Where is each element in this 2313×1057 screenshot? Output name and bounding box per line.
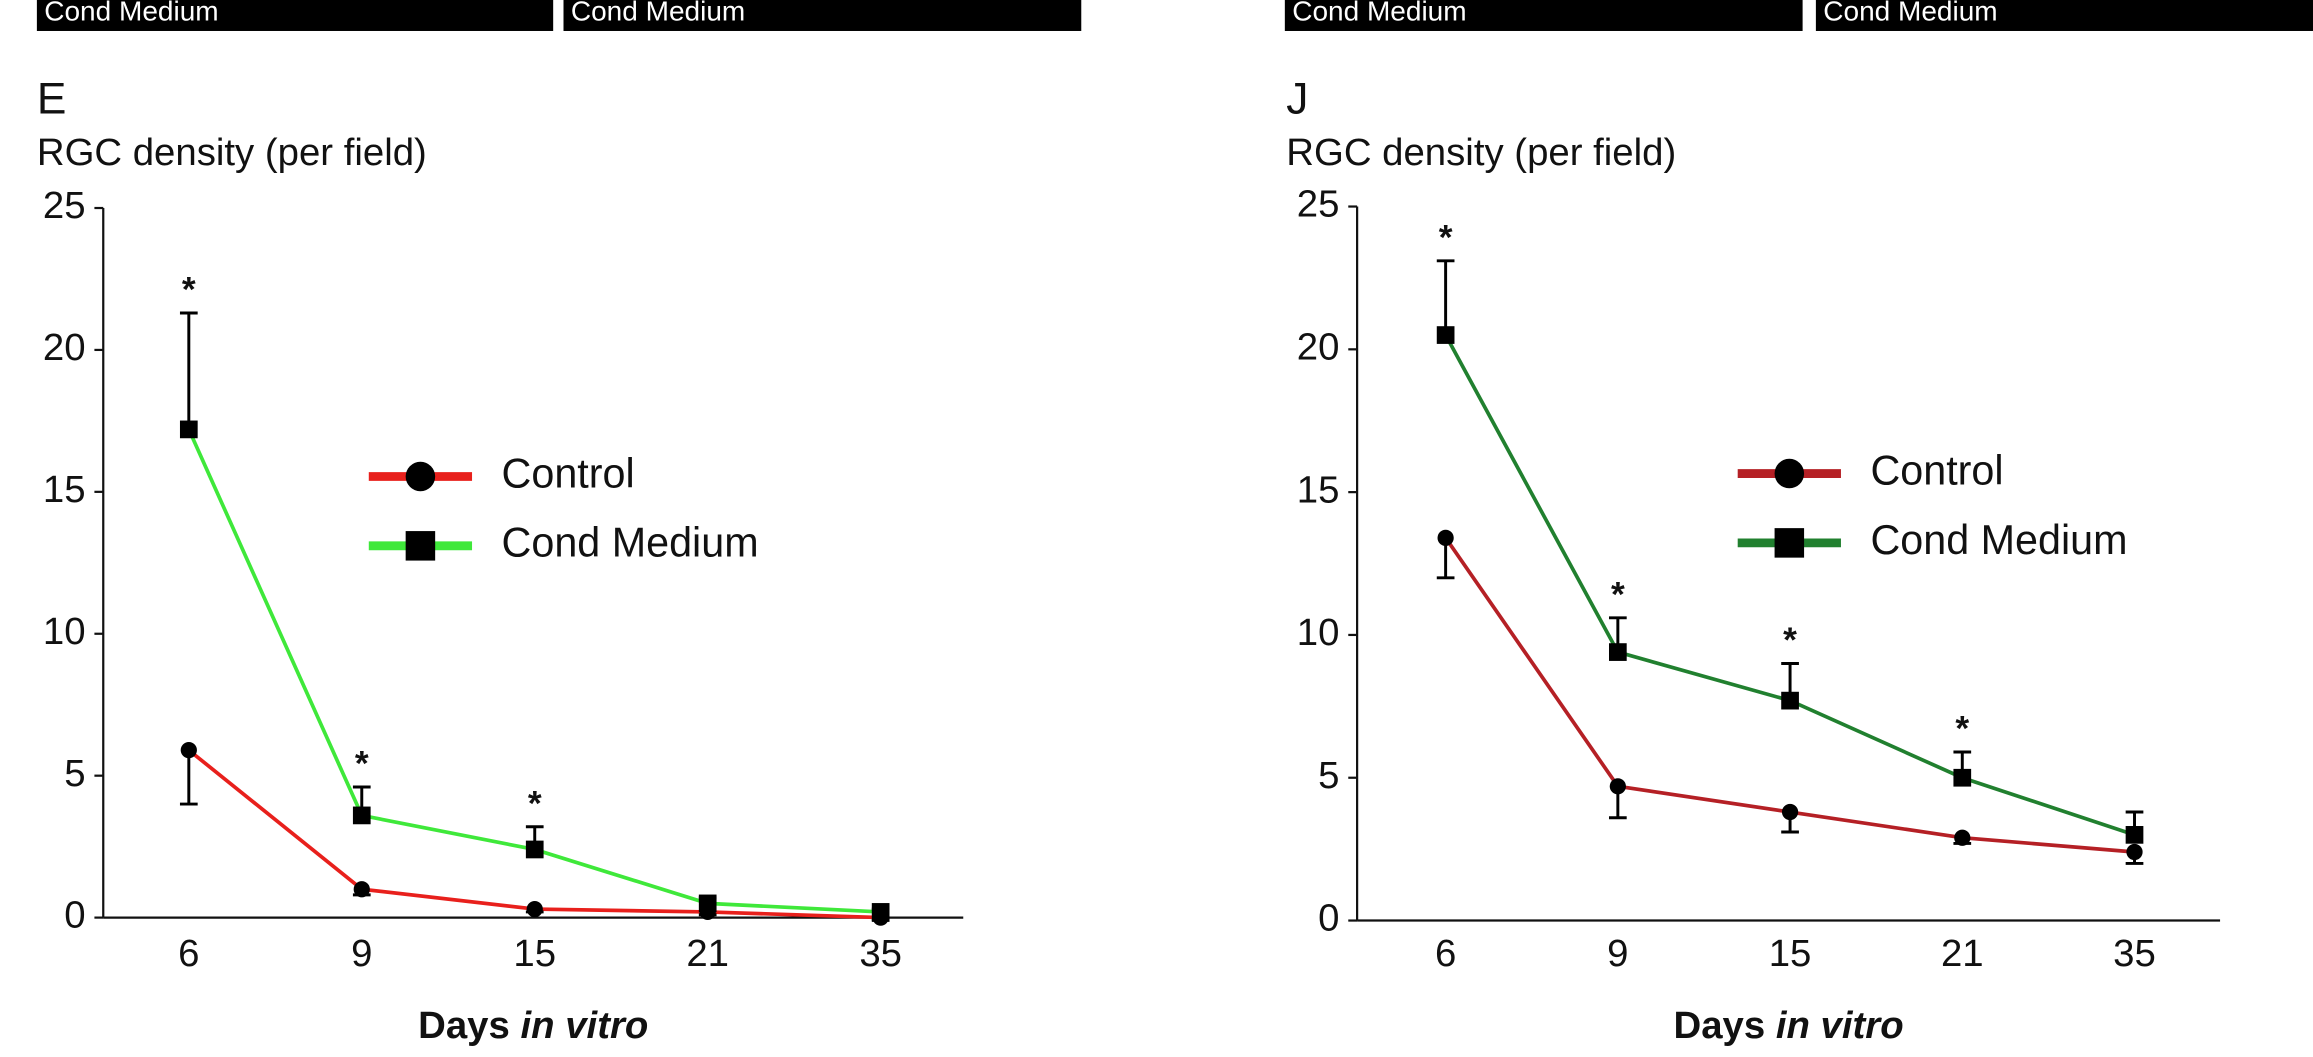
x-tick-label: 9 (351, 932, 372, 975)
y-tick-label: 5 (1318, 754, 1339, 797)
significance-mark: * (182, 270, 196, 310)
series-line (1446, 335, 2135, 835)
legend-label: Cond Medium (1870, 517, 2127, 563)
marker (2126, 844, 2142, 860)
marker (1609, 643, 1627, 661)
y-tick-label: 10 (1297, 611, 1340, 654)
significance-mark: * (355, 744, 369, 784)
y-tick-label: 25 (43, 184, 86, 227)
marker (1438, 530, 1454, 546)
y-tick-label: 0 (64, 894, 85, 937)
legend-label: Cond Medium (502, 520, 759, 566)
marker (2126, 826, 2144, 844)
x-tick-label: 15 (1769, 932, 1812, 975)
marker (872, 903, 890, 921)
x-tick-label: 9 (1607, 932, 1628, 975)
x-tick-label: 15 (513, 932, 556, 975)
x-axis-label-italic: in vitro (1776, 1004, 1904, 1047)
strip-label: Cond Medium (1292, 0, 1466, 27)
x-axis-label-text: Days (1674, 1004, 1766, 1047)
x-axis-label: Days in vitro (1674, 1004, 1904, 1047)
x-tick-label: 6 (178, 932, 199, 975)
x-tick-label: 35 (859, 932, 902, 975)
significance-mark: * (1783, 620, 1797, 660)
x-axis-label-text: Days (418, 1004, 510, 1047)
strip-label: Cond Medium (571, 0, 745, 27)
y-tick-label: 15 (1297, 468, 1340, 511)
y-axis-label: RGC density (per field) (37, 131, 427, 174)
x-tick-label: 6 (1435, 932, 1456, 975)
marker (354, 881, 370, 897)
legend-marker (406, 462, 436, 492)
marker (1953, 769, 1971, 787)
marker (1782, 804, 1798, 820)
strip-label: Cond Medium (44, 0, 218, 27)
significance-mark: * (1955, 709, 1969, 749)
legend-label: Control (1870, 447, 2003, 493)
significance-mark: * (528, 783, 542, 823)
error-bar (180, 313, 198, 429)
legend-marker (406, 531, 436, 561)
y-tick-label: 20 (43, 326, 86, 369)
marker (527, 901, 543, 917)
x-tick-label: 21 (686, 932, 729, 975)
panel-label: J (1286, 74, 1308, 123)
y-tick-label: 20 (1297, 325, 1340, 368)
x-tick-label: 35 (2113, 932, 2156, 975)
marker (699, 895, 717, 913)
page: Cond Medium Cond Medium Cond Medium Cond Me… (0, 0, 2313, 1057)
y-axis-label: RGC density (per field) (1286, 131, 1676, 174)
marker (1610, 778, 1626, 794)
x-axis-label-italic: in vitro (521, 1004, 649, 1047)
error-bar (1437, 261, 1455, 335)
marker (180, 421, 198, 439)
y-tick-label: 0 (1318, 897, 1339, 940)
y-tick-label: 10 (43, 610, 86, 653)
marker (181, 742, 197, 758)
panel-label: E (37, 74, 67, 123)
significance-mark: * (1611, 574, 1625, 614)
y-tick-label: 25 (1297, 183, 1340, 226)
marker (1781, 692, 1799, 710)
marker (1954, 830, 1970, 846)
figure: Cond Medium Cond Medium Cond Medium Cond Me… (0, 0, 2313, 1057)
legend-marker (1775, 528, 1805, 558)
x-tick-label: 21 (1941, 932, 1984, 975)
y-tick-label: 5 (64, 752, 85, 795)
strip-label: Cond Medium (1823, 0, 1997, 27)
x-axis-label: Days in vitro (418, 1004, 648, 1047)
legend-marker (1775, 459, 1805, 489)
significance-mark: * (1439, 217, 1453, 257)
y-tick-label: 15 (43, 468, 86, 511)
marker (353, 807, 371, 825)
legend-label: Control (502, 450, 635, 496)
marker (1437, 326, 1455, 344)
marker (526, 841, 544, 859)
